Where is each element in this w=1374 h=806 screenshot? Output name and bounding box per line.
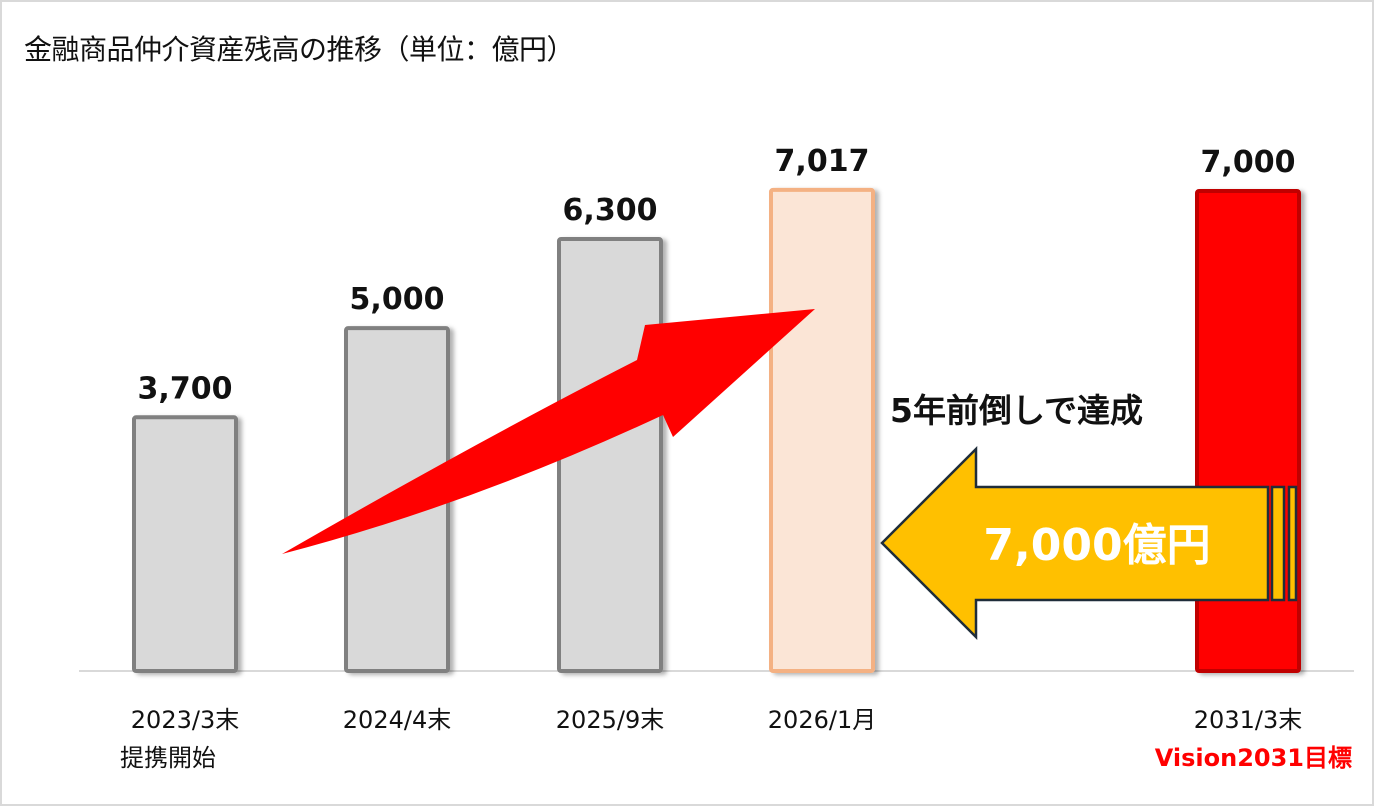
category-label: 2025/9末 <box>556 706 664 734</box>
growth-arrow-icon <box>282 309 815 554</box>
category-sublabel: 提携開始 <box>120 744 216 772</box>
bar-2023/3末 <box>132 415 238 673</box>
value-label: 3,700 <box>138 371 233 406</box>
arrow-stripe-1 <box>1270 485 1286 602</box>
callout-ahead-of-schedule: 5年前倒しで達成 <box>890 391 1143 430</box>
arrow-stripe-2 <box>1287 485 1298 602</box>
value-label: 7,017 <box>775 144 870 179</box>
chart-title: 金融商品仲介資産残高の推移（単位：億円） <box>24 33 575 66</box>
left-arrow-icon <box>880 445 1270 641</box>
category-label: 2031/3末 <box>1194 706 1302 734</box>
value-label: 5,000 <box>350 282 445 317</box>
bar-2025/9末 <box>557 237 663 673</box>
target-block-arrow: 7,000億円 <box>880 445 1298 641</box>
value-label: 6,300 <box>563 193 658 228</box>
category-label: 2026/1月 <box>768 706 876 734</box>
category-label: 2023/3末 <box>131 706 239 734</box>
value-label: 7,000 <box>1201 145 1296 180</box>
vision-target-label: Vision2031目標 <box>1155 744 1352 772</box>
category-label: 2024/4末 <box>343 706 451 734</box>
arrow-label: 7,000億円 <box>983 520 1210 571</box>
bar-2026/1月 <box>769 187 875 673</box>
